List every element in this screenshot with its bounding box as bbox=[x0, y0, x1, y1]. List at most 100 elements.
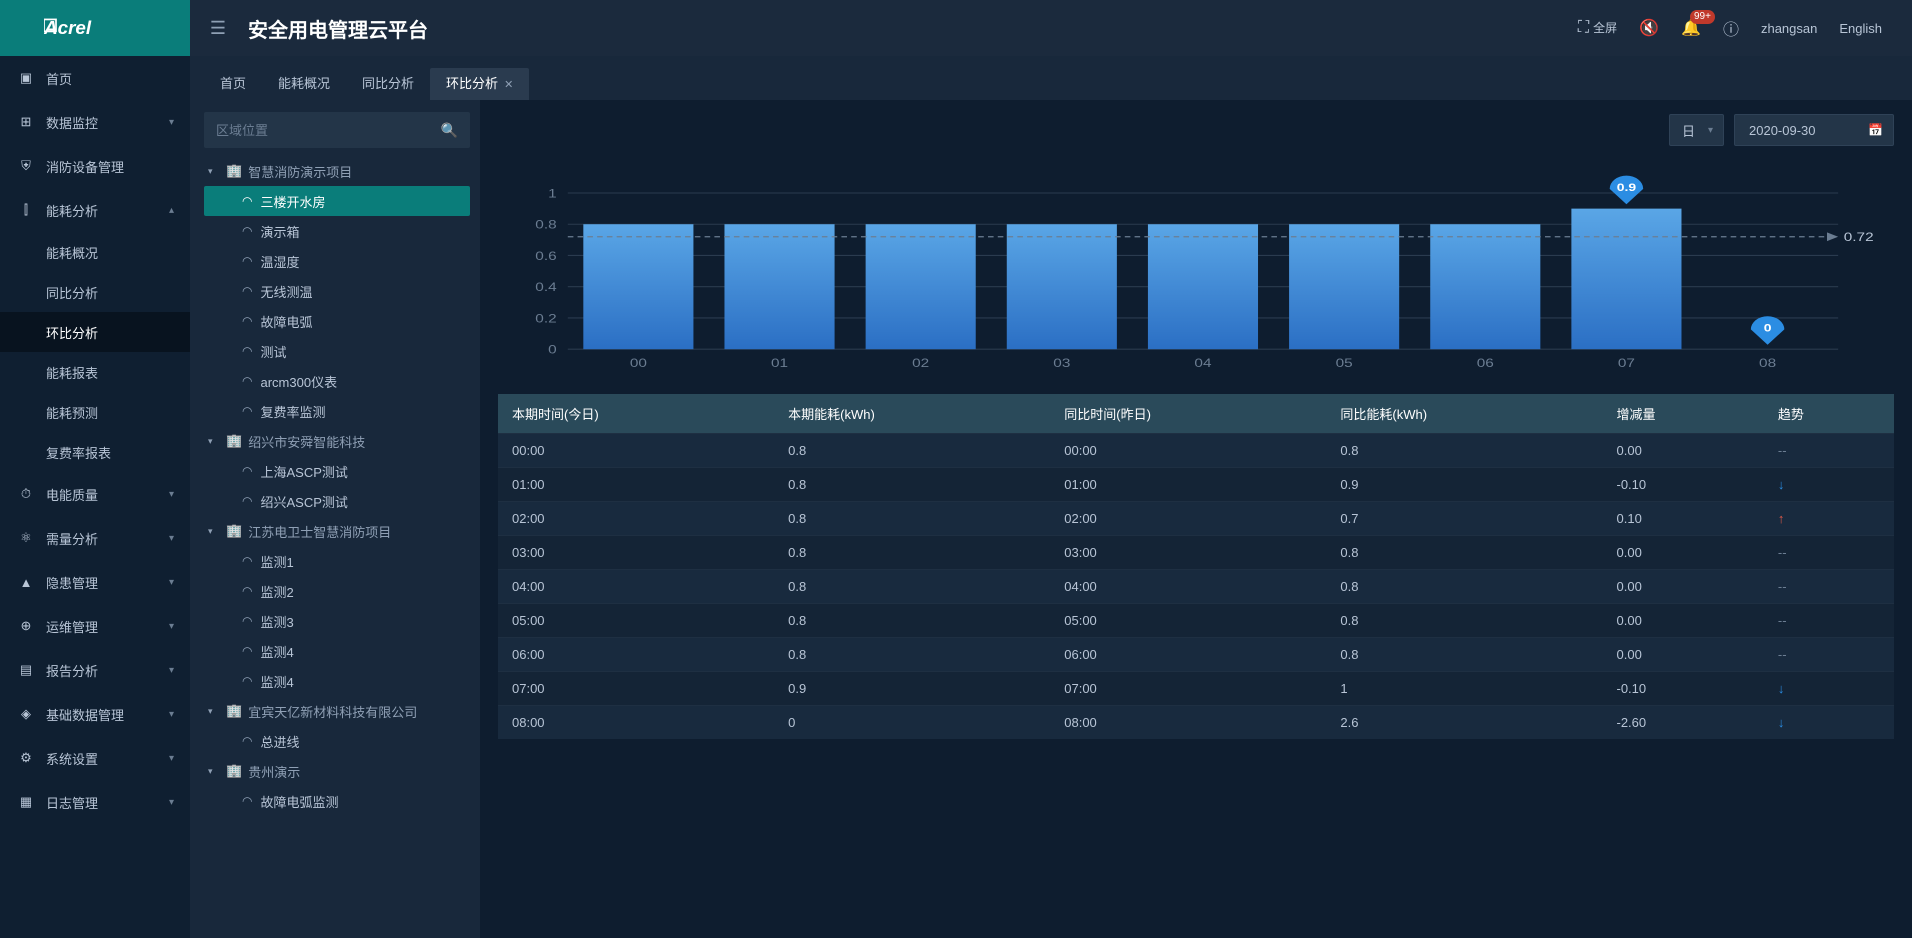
table-cell: 04:00 bbox=[498, 570, 774, 604]
nav-label: 运维管理 bbox=[46, 617, 98, 636]
nav-subitem-能耗报表[interactable]: 能耗报表 bbox=[0, 352, 190, 392]
table-cell: 05:00 bbox=[1050, 604, 1326, 638]
nav-item-运维管理[interactable]: ⊕运维管理▾ bbox=[0, 604, 190, 648]
nav-subitem-能耗概况[interactable]: 能耗概况 bbox=[0, 232, 190, 272]
nav-item-系统设置[interactable]: ⚙系统设置▾ bbox=[0, 736, 190, 780]
tree-leaf[interactable]: ◠故障电弧监测 bbox=[204, 786, 470, 816]
tree-leaf[interactable]: ◠无线测温 bbox=[204, 276, 470, 306]
table-cell: 01:00 bbox=[1050, 468, 1326, 502]
table-cell: ↓ bbox=[1764, 468, 1894, 502]
close-icon[interactable]: ✕ bbox=[504, 79, 513, 91]
trend-icon: -- bbox=[1778, 443, 1787, 458]
nav-label: 报告分析 bbox=[46, 661, 98, 680]
help-icon[interactable]: ⓘ bbox=[1723, 16, 1739, 40]
tab-环比分析[interactable]: 环比分析✕ bbox=[430, 68, 529, 100]
nav-item-电能质量[interactable]: ⏱电能质量▾ bbox=[0, 472, 190, 516]
bar[interactable] bbox=[1007, 224, 1117, 349]
tab-同比分析[interactable]: 同比分析 bbox=[346, 68, 430, 100]
nav-item-报告分析[interactable]: ▤报告分析▾ bbox=[0, 648, 190, 692]
nav-item-能耗分析[interactable]: ⫿能耗分析▴ bbox=[0, 188, 190, 232]
nav-item-基础数据管理[interactable]: ◈基础数据管理▾ bbox=[0, 692, 190, 736]
granularity-select[interactable]: 日 bbox=[1669, 114, 1724, 146]
bell-icon[interactable]: 🔔99+ bbox=[1681, 18, 1701, 38]
user-menu[interactable]: zhangsan bbox=[1761, 21, 1817, 36]
meter-icon: ◠ bbox=[242, 794, 252, 808]
building-icon: 🏢 bbox=[226, 433, 242, 449]
tree-leaf[interactable]: ◠测试 bbox=[204, 336, 470, 366]
nav-item-需量分析[interactable]: ⚛需量分析▾ bbox=[0, 516, 190, 560]
tree-leaf[interactable]: ◠arcm300仪表 bbox=[204, 366, 470, 396]
brand-logo[interactable]: Acrel bbox=[0, 0, 190, 56]
trend-icon: -- bbox=[1778, 613, 1787, 628]
tree-group[interactable]: ▾🏢智慧消防演示项目 bbox=[204, 156, 470, 186]
date-picker[interactable]: 2020-09-30 bbox=[1734, 114, 1894, 146]
collapse-sidebar-icon[interactable]: ☰ bbox=[198, 18, 238, 39]
tree-group[interactable]: ▾🏢绍兴市安舜智能科技 bbox=[204, 426, 470, 456]
trend-icon: -- bbox=[1778, 579, 1787, 594]
tree-leaf[interactable]: ◠绍兴ASCP测试 bbox=[204, 486, 470, 516]
meter-icon: ◠ bbox=[242, 374, 252, 388]
nav-label: 隐患管理 bbox=[46, 573, 98, 592]
tree-leaf[interactable]: ◠监测1 bbox=[204, 546, 470, 576]
fullscreen-button[interactable]: ⛶全屏 bbox=[1578, 19, 1617, 37]
tree-leaf[interactable]: ◠监测3 bbox=[204, 606, 470, 636]
tree-leaf[interactable]: ◠温湿度 bbox=[204, 246, 470, 276]
bar[interactable] bbox=[1148, 224, 1258, 349]
tree-group[interactable]: ▾🏢江苏电卫士智慧消防项目 bbox=[204, 516, 470, 546]
nav-item-隐患管理[interactable]: ▲隐患管理▾ bbox=[0, 560, 190, 604]
bar[interactable] bbox=[1571, 209, 1681, 350]
tree-leaf[interactable]: ◠复费率监测 bbox=[204, 396, 470, 426]
nav-subitem-能耗预测[interactable]: 能耗预测 bbox=[0, 392, 190, 432]
nav-item-日志管理[interactable]: ▦日志管理▾ bbox=[0, 780, 190, 824]
bar[interactable] bbox=[583, 224, 693, 349]
tree-search-input[interactable] bbox=[216, 123, 441, 138]
language-toggle[interactable]: English bbox=[1839, 21, 1882, 36]
meter-icon: ◠ bbox=[242, 314, 252, 328]
nav-subitem-同比分析[interactable]: 同比分析 bbox=[0, 272, 190, 312]
table-cell: 0.8 bbox=[1326, 570, 1602, 604]
bar[interactable] bbox=[1289, 224, 1399, 349]
nav-item-首页[interactable]: ▣首页 bbox=[0, 56, 190, 100]
table-cell: 0.00 bbox=[1603, 536, 1764, 570]
svg-text:01: 01 bbox=[771, 355, 788, 369]
bar[interactable] bbox=[724, 224, 834, 349]
table-row: 03:000.803:000.80.00-- bbox=[498, 536, 1894, 570]
mute-icon[interactable]: 🔇 bbox=[1639, 18, 1659, 38]
table-cell: 03:00 bbox=[1050, 536, 1326, 570]
tree-leaf[interactable]: ◠监测4 bbox=[204, 636, 470, 666]
side-nav: ▣首页⊞数据监控▾⛨消防设备管理⫿能耗分析▴能耗概况同比分析环比分析能耗报表能耗… bbox=[0, 56, 190, 938]
tree-leaf[interactable]: ◠上海ASCP测试 bbox=[204, 456, 470, 486]
tree-leaf[interactable]: ◠故障电弧 bbox=[204, 306, 470, 336]
tree-leaf[interactable]: ◠监测4 bbox=[204, 666, 470, 696]
tree-leaf[interactable]: ◠总进线 bbox=[204, 726, 470, 756]
nav-subitem-环比分析[interactable]: 环比分析 bbox=[0, 312, 190, 352]
tree-search[interactable]: 🔍 bbox=[204, 112, 470, 148]
meter-icon: ◠ bbox=[242, 734, 252, 748]
trend-icon: ↓ bbox=[1778, 715, 1785, 730]
svg-text:0.9: 0.9 bbox=[1617, 181, 1636, 193]
tree-leaf[interactable]: ◠监测2 bbox=[204, 576, 470, 606]
building-icon: 🏢 bbox=[226, 703, 242, 719]
tab-首页[interactable]: 首页 bbox=[204, 68, 262, 100]
tree-leaf[interactable]: ◠演示箱 bbox=[204, 216, 470, 246]
nav-label: 能耗分析 bbox=[46, 201, 98, 220]
nav-icon: ▦ bbox=[18, 794, 34, 810]
nav-icon: ⏱ bbox=[18, 486, 34, 502]
nav-icon: ◈ bbox=[18, 706, 34, 722]
nav-icon: ⚙ bbox=[18, 750, 34, 766]
tab-能耗概况[interactable]: 能耗概况 bbox=[262, 68, 346, 100]
bar[interactable] bbox=[1430, 224, 1540, 349]
nav-item-消防设备管理[interactable]: ⛨消防设备管理 bbox=[0, 144, 190, 188]
bar[interactable] bbox=[866, 224, 976, 349]
tree-group[interactable]: ▾🏢贵州演示 bbox=[204, 756, 470, 786]
search-icon[interactable]: 🔍 bbox=[441, 122, 458, 139]
trend-icon: ↑ bbox=[1778, 511, 1785, 526]
table-header: 增减量 bbox=[1603, 394, 1764, 434]
tree-group[interactable]: ▾🏢宜宾天亿新材料科技有限公司 bbox=[204, 696, 470, 726]
nav-subitem-复费率报表[interactable]: 复费率报表 bbox=[0, 432, 190, 472]
nav-item-数据监控[interactable]: ⊞数据监控▾ bbox=[0, 100, 190, 144]
table-cell: 02:00 bbox=[498, 502, 774, 536]
tree-leaf[interactable]: ◠三楼开水房 bbox=[204, 186, 470, 216]
svg-text:0.8: 0.8 bbox=[535, 217, 557, 231]
table-cell: 0.8 bbox=[774, 468, 1050, 502]
